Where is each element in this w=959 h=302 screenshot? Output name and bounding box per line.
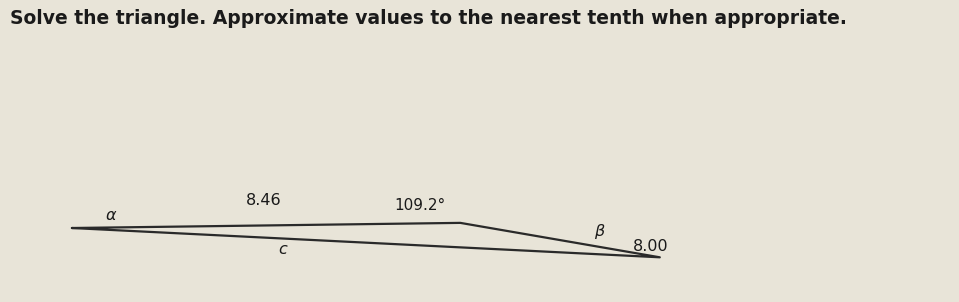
Text: 8.00: 8.00 — [633, 239, 668, 254]
Text: α: α — [105, 208, 115, 223]
Text: β: β — [595, 223, 604, 239]
Text: 109.2°: 109.2° — [394, 198, 446, 213]
Text: 8.46: 8.46 — [246, 193, 282, 208]
Text: c: c — [278, 242, 288, 257]
Text: Solve the triangle. Approximate values to the nearest tenth when appropriate.: Solve the triangle. Approximate values t… — [10, 9, 847, 28]
